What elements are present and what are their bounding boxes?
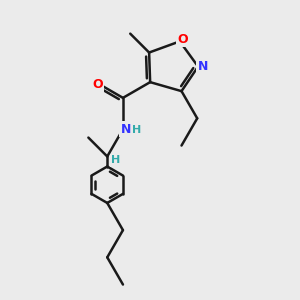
Text: O: O: [92, 78, 103, 91]
Text: N: N: [198, 60, 208, 73]
Text: H: H: [112, 155, 121, 165]
Text: O: O: [177, 33, 188, 46]
Text: N: N: [121, 123, 131, 136]
Text: H: H: [132, 125, 141, 135]
